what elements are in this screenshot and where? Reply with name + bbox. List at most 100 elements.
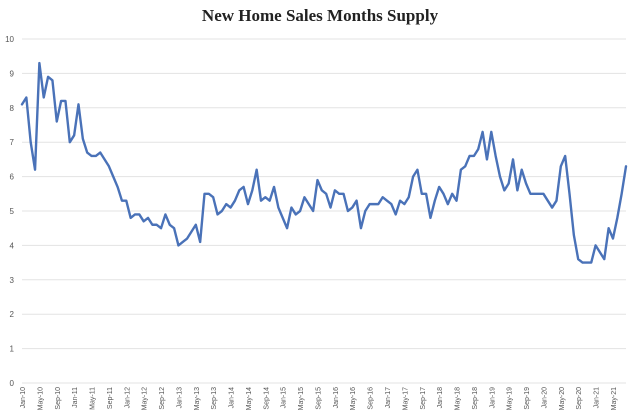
y-tick-label: 8 bbox=[10, 104, 15, 113]
data-point bbox=[243, 186, 245, 188]
data-point bbox=[295, 213, 297, 216]
data-point bbox=[264, 196, 266, 198]
y-tick-label: 3 bbox=[10, 276, 15, 285]
data-point bbox=[473, 155, 475, 157]
data-point bbox=[625, 165, 627, 167]
data-point bbox=[542, 193, 545, 195]
data-point bbox=[299, 210, 301, 212]
x-tick-label: Jan-17 bbox=[385, 387, 392, 409]
data-point bbox=[334, 189, 336, 191]
data-point bbox=[286, 227, 288, 229]
data-point bbox=[621, 193, 623, 195]
x-tick-label: Sep-18 bbox=[472, 387, 479, 410]
data-point bbox=[521, 169, 523, 171]
data-point bbox=[351, 206, 353, 209]
y-tick-label: 10 bbox=[5, 35, 14, 44]
data-point bbox=[290, 206, 293, 209]
x-tick-label: May-19 bbox=[507, 387, 514, 410]
data-point bbox=[512, 158, 514, 160]
data-point bbox=[190, 231, 193, 233]
data-point bbox=[195, 224, 197, 226]
data-point bbox=[134, 213, 136, 216]
data-point bbox=[251, 189, 253, 191]
data-point bbox=[390, 203, 392, 205]
data-point bbox=[225, 203, 227, 205]
y-tick-label: 6 bbox=[10, 173, 15, 182]
data-point bbox=[499, 176, 501, 178]
data-point bbox=[130, 217, 132, 219]
data-point bbox=[369, 203, 371, 205]
data-point bbox=[308, 203, 310, 205]
data-point bbox=[547, 200, 549, 202]
data-point bbox=[495, 155, 497, 157]
data-point bbox=[312, 210, 314, 212]
data-point bbox=[560, 165, 562, 167]
x-tick-label: May-10 bbox=[37, 387, 44, 410]
data-point bbox=[82, 138, 84, 140]
y-tick-label: 0 bbox=[10, 379, 15, 388]
x-tick-label: May-15 bbox=[298, 387, 305, 410]
data-point bbox=[386, 200, 388, 202]
data-point bbox=[395, 213, 397, 216]
data-point bbox=[34, 169, 36, 171]
data-point bbox=[508, 182, 510, 185]
data-point bbox=[455, 200, 458, 202]
data-point bbox=[360, 227, 362, 229]
data-point bbox=[564, 155, 566, 157]
data-point bbox=[229, 206, 232, 209]
x-tick-label: Jan-10 bbox=[20, 387, 27, 409]
data-point bbox=[347, 210, 349, 212]
data-point bbox=[112, 176, 114, 178]
data-point bbox=[177, 244, 180, 246]
data-point bbox=[273, 186, 275, 188]
x-tick-label: Sep-12 bbox=[159, 387, 166, 410]
data-point bbox=[164, 213, 166, 216]
data-point bbox=[86, 151, 88, 154]
data-point bbox=[56, 120, 58, 123]
data-point bbox=[377, 203, 379, 205]
data-point bbox=[421, 193, 423, 195]
x-tick-label: Jan-16 bbox=[333, 387, 340, 409]
data-point bbox=[73, 134, 75, 136]
data-point bbox=[412, 176, 414, 178]
data-point bbox=[269, 200, 271, 202]
data-point bbox=[425, 193, 427, 195]
data-point bbox=[90, 155, 93, 157]
data-point bbox=[534, 193, 536, 195]
data-point bbox=[399, 200, 401, 202]
x-tick-label: Sep-17 bbox=[420, 387, 427, 410]
data-point bbox=[382, 196, 384, 198]
x-tick-label: Jan-11 bbox=[72, 387, 79, 408]
data-point bbox=[186, 237, 188, 240]
data-point bbox=[277, 206, 279, 209]
data-point bbox=[38, 62, 40, 64]
data-point bbox=[612, 237, 614, 240]
data-point bbox=[538, 193, 540, 195]
data-point bbox=[169, 224, 171, 226]
data-point bbox=[373, 203, 375, 205]
data-point bbox=[329, 206, 332, 209]
data-point bbox=[573, 234, 575, 236]
data-point bbox=[503, 189, 505, 191]
data-point bbox=[482, 131, 484, 133]
x-tick-label: May-12 bbox=[142, 387, 149, 410]
x-tick-label: May-21 bbox=[611, 387, 618, 410]
data-point bbox=[555, 200, 558, 202]
data-point bbox=[116, 186, 119, 188]
data-point bbox=[103, 158, 106, 160]
data-point bbox=[551, 206, 553, 209]
data-point bbox=[342, 193, 345, 195]
x-tick-label: Jan-18 bbox=[437, 387, 444, 409]
x-tick-label: Jan-20 bbox=[541, 387, 548, 409]
data-point bbox=[486, 158, 488, 160]
y-tick-label: 2 bbox=[10, 310, 15, 319]
data-point bbox=[234, 200, 236, 202]
data-point bbox=[355, 200, 358, 202]
x-tick-label: May-17 bbox=[402, 387, 409, 410]
data-point bbox=[403, 203, 405, 205]
data-point bbox=[581, 262, 584, 264]
data-point bbox=[364, 210, 366, 212]
data-point bbox=[182, 241, 184, 243]
data-point bbox=[247, 203, 249, 205]
